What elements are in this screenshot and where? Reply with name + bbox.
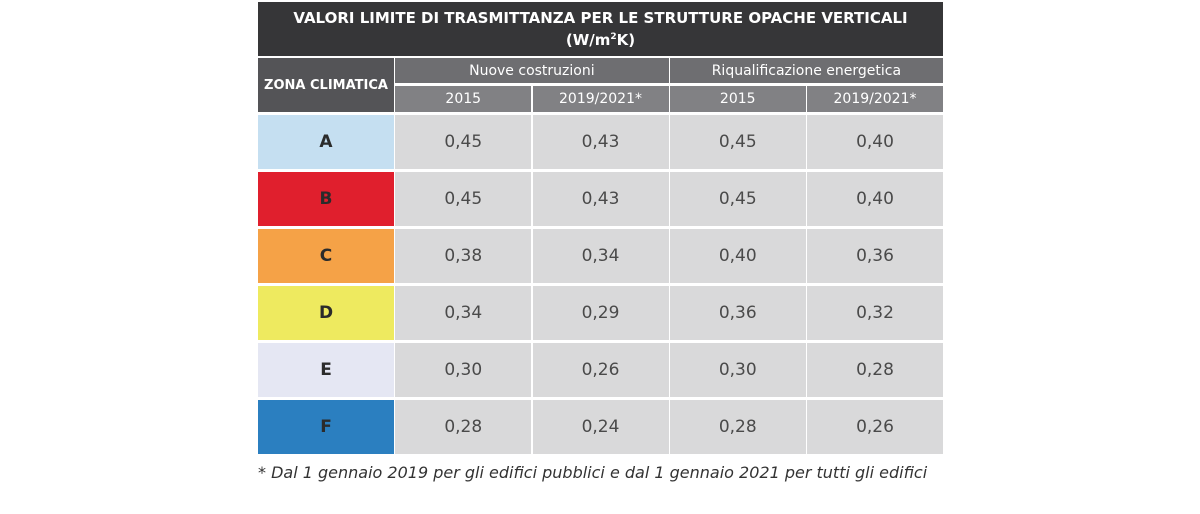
value-cell: 0,45 — [395, 115, 532, 169]
value-cell: 0,45 — [669, 115, 806, 169]
value-cell: 0,45 — [395, 172, 532, 226]
header-year: 2015 — [669, 86, 806, 112]
unit-exponent: 2 — [610, 32, 617, 42]
transmittance-table: VALORI LIMITE DI TRASMITTANZA PER LE STR… — [258, 2, 943, 454]
value-cell: 0,43 — [532, 115, 669, 169]
unit-suffix: K) — [616, 31, 636, 49]
value-cell: 0,40 — [807, 115, 943, 169]
zone-label: E — [258, 343, 394, 397]
zone-label: F — [258, 400, 394, 454]
value-cell: 0,28 — [807, 343, 943, 397]
zone-label: A — [258, 115, 394, 169]
value-cell: 0,34 — [395, 286, 532, 340]
value-cell: 0,34 — [532, 229, 669, 283]
value-cell: 0,30 — [395, 343, 532, 397]
value-cell: 0,29 — [532, 286, 669, 340]
value-cell: 0,28 — [395, 400, 532, 454]
header-year: 2019/2021* — [532, 86, 669, 112]
value-cell: 0,36 — [669, 286, 806, 340]
table-grid: ZONA CLIMATICA Nuove costruzioni Riquali… — [258, 58, 943, 454]
value-cell: 0,45 — [669, 172, 806, 226]
header-zone: ZONA CLIMATICA — [258, 58, 394, 112]
value-cell: 0,28 — [669, 400, 806, 454]
title-unit: (W/m2K) — [258, 28, 943, 50]
value-cell: 0,38 — [395, 229, 532, 283]
value-cell: 0,32 — [807, 286, 943, 340]
value-cell: 0,36 — [807, 229, 943, 283]
zone-label: C — [258, 229, 394, 283]
zone-label: D — [258, 286, 394, 340]
value-cell: 0,26 — [532, 343, 669, 397]
value-cell: 0,26 — [807, 400, 943, 454]
header-energy-requalification: Riqualificazione energetica — [669, 58, 943, 83]
value-cell: 0,30 — [669, 343, 806, 397]
footnote: * Dal 1 gennaio 2019 per gli edifici pub… — [258, 463, 928, 482]
unit-prefix: (W/m — [565, 31, 611, 49]
value-cell: 0,24 — [532, 400, 669, 454]
table-title: VALORI LIMITE DI TRASMITTANZA PER LE STR… — [258, 2, 943, 56]
value-cell: 0,40 — [807, 172, 943, 226]
title-line: VALORI LIMITE DI TRASMITTANZA PER LE STR… — [293, 9, 908, 27]
header-new-construction: Nuove costruzioni — [395, 58, 669, 83]
header-year: 2015 — [395, 86, 532, 112]
value-cell: 0,43 — [532, 172, 669, 226]
header-year: 2019/2021* — [807, 86, 943, 112]
zone-label: B — [258, 172, 394, 226]
value-cell: 0,40 — [669, 229, 806, 283]
